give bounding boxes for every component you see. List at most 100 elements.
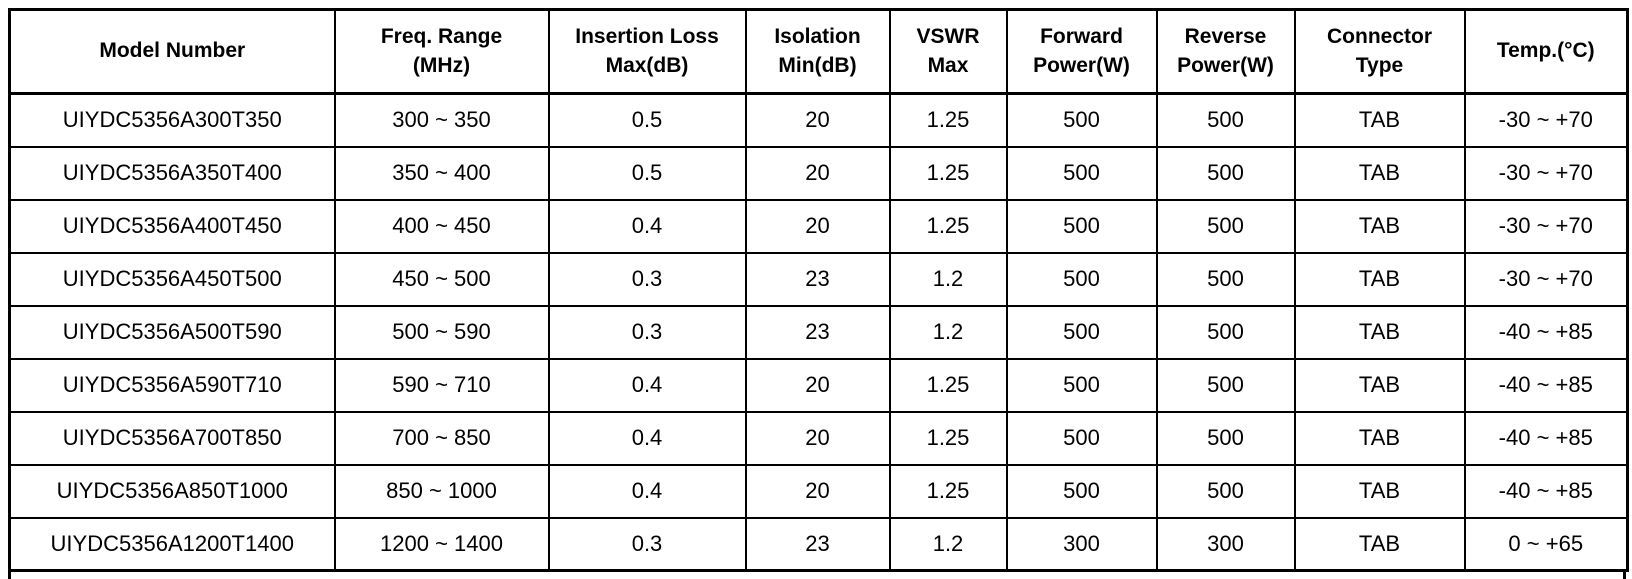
col-header-connector-type: Connector Type <box>1293 8 1466 95</box>
cell-vswr: 1.25 <box>888 410 1008 466</box>
cell-freq-range: 700 ~ 850 <box>333 410 550 466</box>
cell-temp: -40 ~ +85 <box>1463 410 1629 466</box>
cell-freq-range: 500 ~ 590 <box>333 304 550 360</box>
cell-reverse-power: 500 <box>1155 463 1296 519</box>
cell-freq-range: 1200 ~ 1400 <box>333 516 550 572</box>
cell-model-number: UIYDC5356A350T400 <box>8 145 336 201</box>
cell-forward-power: 500 <box>1005 410 1158 466</box>
cell-connector-type: TAB <box>1293 357 1466 413</box>
cell-vswr: 1.25 <box>888 463 1008 519</box>
cell-isolation: 20 <box>744 463 891 519</box>
col-header-model-number: Model Number <box>8 8 336 95</box>
table-row: UIYDC5356A400T450 400 ~ 450 0.4 20 1.25 500 50… <box>8 198 1629 254</box>
cell-temp: -30 ~ +70 <box>1463 145 1629 201</box>
cell-forward-power: 300 <box>1005 516 1158 572</box>
cell-model-number: UIYDC5356A1200T1400 <box>8 516 336 572</box>
cell-isolation: 20 <box>744 198 891 254</box>
col-header-reverse-power: Reverse Power(W) <box>1155 8 1296 95</box>
cell-isolation: 20 <box>744 145 891 201</box>
cell-insertion-loss: 0.4 <box>547 410 747 466</box>
table-row: UIYDC5356A450T500 450 ~ 500 0.3 23 1.2 500 500… <box>8 251 1629 307</box>
cell-connector-type: TAB <box>1293 410 1466 466</box>
cell-connector-type: TAB <box>1293 92 1466 148</box>
cell-insertion-loss: 0.4 <box>547 357 747 413</box>
cell-vswr: 1.2 <box>888 516 1008 572</box>
cell-insertion-loss: 0.5 <box>547 145 747 201</box>
cell-reverse-power: 500 <box>1155 357 1296 413</box>
cell-vswr: 1.2 <box>888 304 1008 360</box>
cell-temp: -30 ~ +70 <box>1463 92 1629 148</box>
cell-model-number: UIYDC5356A850T1000 <box>8 463 336 519</box>
cell-isolation: 23 <box>744 251 891 307</box>
cell-connector-type: TAB <box>1293 516 1466 572</box>
col-header-freq-range: Freq. Range (MHz) <box>333 8 550 95</box>
cell-connector-type: TAB <box>1293 251 1466 307</box>
col-header-insertion-loss: Insertion Loss Max(dB) <box>547 8 747 95</box>
cell-reverse-power: 300 <box>1155 516 1296 572</box>
cell-insertion-loss: 0.4 <box>547 198 747 254</box>
cell-freq-range: 350 ~ 400 <box>333 145 550 201</box>
cell-freq-range: 850 ~ 1000 <box>333 463 550 519</box>
cell-vswr: 1.2 <box>888 251 1008 307</box>
cell-model-number: UIYDC5356A590T710 <box>8 357 336 413</box>
cell-model-number: UIYDC5356A450T500 <box>8 251 336 307</box>
spec-table: Model Number Freq. Range (MHz) Insertion… <box>8 8 1629 572</box>
cell-forward-power: 500 <box>1005 251 1158 307</box>
cell-reverse-power: 500 <box>1155 198 1296 254</box>
cell-reverse-power: 500 <box>1155 145 1296 201</box>
cell-insertion-loss: 0.5 <box>547 92 747 148</box>
cell-reverse-power: 500 <box>1155 251 1296 307</box>
cell-forward-power: 500 <box>1005 145 1158 201</box>
cell-freq-range: 400 ~ 450 <box>333 198 550 254</box>
cell-isolation: 20 <box>744 92 891 148</box>
cell-insertion-loss: 0.3 <box>547 516 747 572</box>
table-row: UIYDC5356A590T710 590 ~ 710 0.4 20 1.25 500 50… <box>8 357 1629 413</box>
table-row: UIYDC5356A1200T1400 1200 ~ 1400 0.3 23 1.2 30… <box>8 516 1629 572</box>
cell-insertion-loss: 0.3 <box>547 251 747 307</box>
spec-table-container: Model Number Freq. Range (MHz) Insertion… <box>8 8 1629 579</box>
table-row: UIYDC5356A500T590 500 ~ 590 0.3 23 1.2 500 500… <box>8 304 1629 360</box>
cell-connector-type: TAB <box>1293 463 1466 519</box>
cell-vswr: 1.25 <box>888 92 1008 148</box>
cell-model-number: UIYDC5356A300T350 <box>8 92 336 148</box>
cell-insertion-loss: 0.3 <box>547 304 747 360</box>
col-header-vswr: VSWR Max <box>888 8 1008 95</box>
cell-temp: 0 ~ +65 <box>1463 516 1629 572</box>
cell-freq-range: 300 ~ 350 <box>333 92 550 148</box>
cell-connector-type: TAB <box>1293 304 1466 360</box>
cell-model-number: UIYDC5356A700T850 <box>8 410 336 466</box>
header-row: Model Number Freq. Range (MHz) Insertion… <box>8 8 1629 95</box>
cell-isolation: 20 <box>744 410 891 466</box>
cell-isolation: 20 <box>744 357 891 413</box>
table-row: UIYDC5356A300T350 300 ~ 350 0.5 20 1.25 500 50… <box>8 92 1629 148</box>
col-header-isolation: Isolation Min(dB) <box>744 8 891 95</box>
cell-forward-power: 500 <box>1005 357 1158 413</box>
cell-connector-type: TAB <box>1293 198 1466 254</box>
cell-insertion-loss: 0.4 <box>547 463 747 519</box>
table-row: UIYDC5356A700T850 700 ~ 850 0.4 20 1.25 500 50… <box>8 410 1629 466</box>
cell-reverse-power: 500 <box>1155 92 1296 148</box>
cell-temp: -40 ~ +85 <box>1463 304 1629 360</box>
col-header-temp: Temp.(°C) <box>1463 8 1629 95</box>
cell-vswr: 1.25 <box>888 145 1008 201</box>
cell-forward-power: 500 <box>1005 304 1158 360</box>
cell-temp: -30 ~ +70 <box>1463 198 1629 254</box>
table-body: UIYDC5356A300T350 300 ~ 350 0.5 20 1.25 500 50… <box>8 92 1629 572</box>
cell-freq-range: 450 ~ 500 <box>333 251 550 307</box>
cell-temp: -40 ~ +85 <box>1463 463 1629 519</box>
table-row: UIYDC5356A850T1000 850 ~ 1000 0.4 20 1.25 500… <box>8 463 1629 519</box>
cell-forward-power: 500 <box>1005 92 1158 148</box>
cell-connector-type: TAB <box>1293 145 1466 201</box>
cell-temp: -30 ~ +70 <box>1463 251 1629 307</box>
cell-model-number: UIYDC5356A400T450 <box>8 198 336 254</box>
cell-reverse-power: 500 <box>1155 410 1296 466</box>
cell-vswr: 1.25 <box>888 357 1008 413</box>
cell-reverse-power: 500 <box>1155 304 1296 360</box>
cell-isolation: 23 <box>744 516 891 572</box>
cell-isolation: 23 <box>744 304 891 360</box>
col-header-forward-power: Forward Power(W) <box>1005 8 1158 95</box>
table-row: UIYDC5356A350T400 350 ~ 400 0.5 20 1.25 500 50… <box>8 145 1629 201</box>
cell-temp: -40 ~ +85 <box>1463 357 1629 413</box>
cell-model-number: UIYDC5356A500T590 <box>8 304 336 360</box>
cell-forward-power: 500 <box>1005 463 1158 519</box>
